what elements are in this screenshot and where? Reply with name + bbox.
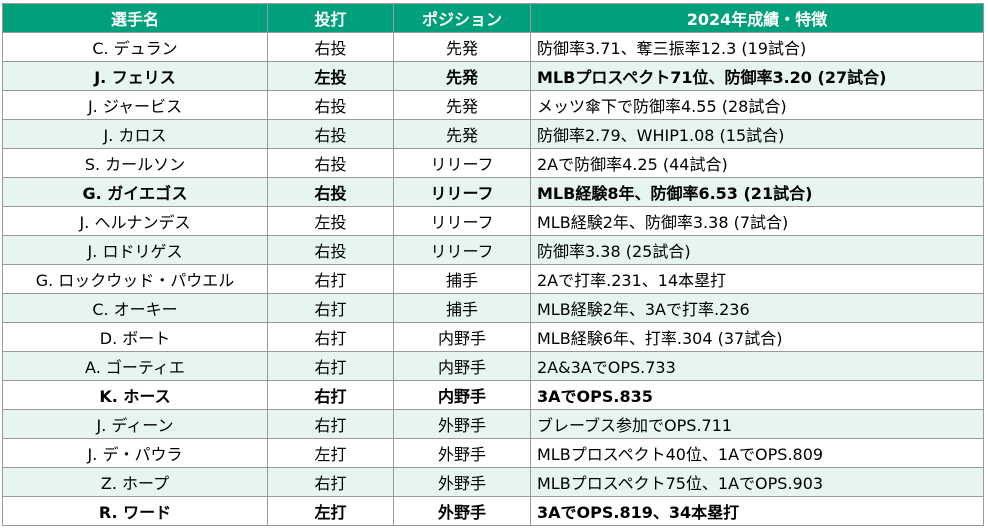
throws-bats-cell: 右打	[267, 351, 394, 381]
stats-note-cell: 3AでOPS.835	[530, 380, 984, 410]
position-cell: 先発	[393, 32, 531, 62]
stats-note-cell: MLBプロスペクト40位、1AでOPS.809	[530, 438, 984, 468]
stats-note-cell: メッツ傘下で防御率4.55 (28試合)	[530, 90, 984, 120]
stats-note-cell: 3AでOPS.819、34本塁打	[530, 496, 984, 526]
table-row: S. カールソン 右投 リリーフ 2Aで防御率4.25 (44試合)	[2, 148, 984, 178]
position-cell: 捕手	[393, 264, 531, 294]
table-row: A. ゴーティエ 右打 内野手 2A&3AでOPS.733	[2, 351, 984, 381]
position-cell: 先発	[393, 61, 531, 91]
table-row: J. ロドリゲス 右投 リリーフ 防御率3.38 (25試合)	[2, 235, 984, 265]
player-name-cell: R. ワード	[2, 496, 268, 526]
position-cell: リリーフ	[393, 148, 531, 178]
position-cell: 内野手	[393, 322, 531, 352]
player-name-cell: S. カールソン	[2, 148, 268, 178]
position-cell: 外野手	[393, 467, 531, 497]
player-name-cell: J. フェリス	[2, 61, 268, 91]
stats-note-cell: 2Aで防御率4.25 (44試合)	[530, 148, 984, 178]
throws-bats-cell: 右投	[267, 177, 394, 207]
table-header: 選手名 投打 ポジション 2024年成績・特徴	[2, 3, 984, 33]
throws-bats-cell: 左打	[267, 438, 394, 468]
stats-note-cell: 2A&3AでOPS.733	[530, 351, 984, 381]
position-cell: 外野手	[393, 409, 531, 439]
stats-note-cell: 防御率3.38 (25試合)	[530, 235, 984, 265]
position-cell: 先発	[393, 90, 531, 120]
player-name-cell: J. ディーン	[2, 409, 268, 439]
player-name-cell: C. デュラン	[2, 32, 268, 62]
throws-bats-cell: 右打	[267, 322, 394, 352]
throws-bats-cell: 右投	[267, 235, 394, 265]
stats-note-cell: MLB経験2年、3Aで打率.236	[530, 293, 984, 323]
table-row: R. ワード 左打 外野手 3AでOPS.819、34本塁打	[2, 496, 984, 526]
position-cell: 外野手	[393, 496, 531, 526]
throws-bats-cell: 左打	[267, 496, 394, 526]
throws-bats-cell: 右打	[267, 293, 394, 323]
table-row: D. ボート 右打 内野手 MLB経験6年、打率.304 (37試合)	[2, 322, 984, 352]
table-body: C. デュラン 右投 先発 防御率3.71、奪三振率12.3 (19試合) J. フェリ…	[2, 32, 984, 526]
player-name-cell: J. カロス	[2, 119, 268, 149]
table-row: K. ホース 右打 内野手 3AでOPS.835	[2, 380, 984, 410]
player-name-cell: J. ロドリゲス	[2, 235, 268, 265]
header-name: 選手名	[2, 3, 268, 33]
position-cell: 内野手	[393, 351, 531, 381]
player-name-cell: K. ホース	[2, 380, 268, 410]
table-row: J. ジャービス 右投 先発 メッツ傘下で防御率4.55 (28試合)	[2, 90, 984, 120]
player-name-cell: J. ジャービス	[2, 90, 268, 120]
header-bat: 投打	[267, 3, 394, 33]
stats-note-cell: MLBプロスペクト71位、防御率3.20 (27試合)	[530, 61, 984, 91]
player-name-cell: J. デ・パウラ	[2, 438, 268, 468]
table-row: G. ガイエゴス 右投 リリーフ MLB経験8年、防御率6.53 (21試合)	[2, 177, 984, 207]
throws-bats-cell: 右打	[267, 264, 394, 294]
player-name-cell: J. ヘルナンデス	[2, 206, 268, 236]
position-cell: リリーフ	[393, 177, 531, 207]
header-pos: ポジション	[393, 3, 531, 33]
stats-note-cell: ブレーブス参加でOPS.711	[530, 409, 984, 439]
table-row: G. ロックウッド・パウエル 右打 捕手 2Aで打率.231、14本塁打	[2, 264, 984, 294]
throws-bats-cell: 右投	[267, 32, 394, 62]
stats-note-cell: 防御率3.71、奪三振率12.3 (19試合)	[530, 32, 984, 62]
header-row: 選手名 投打 ポジション 2024年成績・特徴	[2, 3, 984, 33]
table-row: C. デュラン 右投 先発 防御率3.71、奪三振率12.3 (19試合)	[2, 32, 984, 62]
table-row: Z. ホープ 右打 外野手 MLBプロスペクト75位、1AでOPS.903	[2, 467, 984, 497]
throws-bats-cell: 右打	[267, 380, 394, 410]
player-name-cell: C. オーキー	[2, 293, 268, 323]
position-cell: 内野手	[393, 380, 531, 410]
throws-bats-cell: 左投	[267, 206, 394, 236]
table-row: J. デ・パウラ 左打 外野手 MLBプロスペクト40位、1AでOPS.809	[2, 438, 984, 468]
roster-table: 選手名 投打 ポジション 2024年成績・特徴 C. デュラン 右投 先発 防御率3.…	[2, 3, 984, 526]
header-note: 2024年成績・特徴	[530, 3, 984, 33]
position-cell: 外野手	[393, 438, 531, 468]
stats-note-cell: MLBプロスペクト75位、1AでOPS.903	[530, 467, 984, 497]
player-name-cell: Z. ホープ	[2, 467, 268, 497]
throws-bats-cell: 右投	[267, 90, 394, 120]
position-cell: 捕手	[393, 293, 531, 323]
position-cell: リリーフ	[393, 206, 531, 236]
throws-bats-cell: 右打	[267, 467, 394, 497]
roster-table-container: 選手名 投打 ポジション 2024年成績・特徴 C. デュラン 右投 先発 防御率3.…	[2, 3, 984, 526]
stats-note-cell: 2Aで打率.231、14本塁打	[530, 264, 984, 294]
position-cell: 先発	[393, 119, 531, 149]
stats-note-cell: MLB経験2年、防御率3.38 (7試合)	[530, 206, 984, 236]
throws-bats-cell: 左投	[267, 61, 394, 91]
stats-note-cell: 防御率2.79、WHIP1.08 (15試合)	[530, 119, 984, 149]
stats-note-cell: MLB経験6年、打率.304 (37試合)	[530, 322, 984, 352]
stats-note-cell: MLB経験8年、防御率6.53 (21試合)	[530, 177, 984, 207]
throws-bats-cell: 右投	[267, 148, 394, 178]
position-cell: リリーフ	[393, 235, 531, 265]
player-name-cell: D. ボート	[2, 322, 268, 352]
table-row: J. フェリス 左投 先発 MLBプロスペクト71位、防御率3.20 (27試合)	[2, 61, 984, 91]
table-row: J. ディーン 右打 外野手 ブレーブス参加でOPS.711	[2, 409, 984, 439]
throws-bats-cell: 右打	[267, 409, 394, 439]
table-row: C. オーキー 右打 捕手 MLB経験2年、3Aで打率.236	[2, 293, 984, 323]
player-name-cell: G. ガイエゴス	[2, 177, 268, 207]
throws-bats-cell: 右投	[267, 119, 394, 149]
table-row: J. ヘルナンデス 左投 リリーフ MLB経験2年、防御率3.38 (7試合)	[2, 206, 984, 236]
player-name-cell: G. ロックウッド・パウエル	[2, 264, 268, 294]
table-row: J. カロス 右投 先発 防御率2.79、WHIP1.08 (15試合)	[2, 119, 984, 149]
player-name-cell: A. ゴーティエ	[2, 351, 268, 381]
